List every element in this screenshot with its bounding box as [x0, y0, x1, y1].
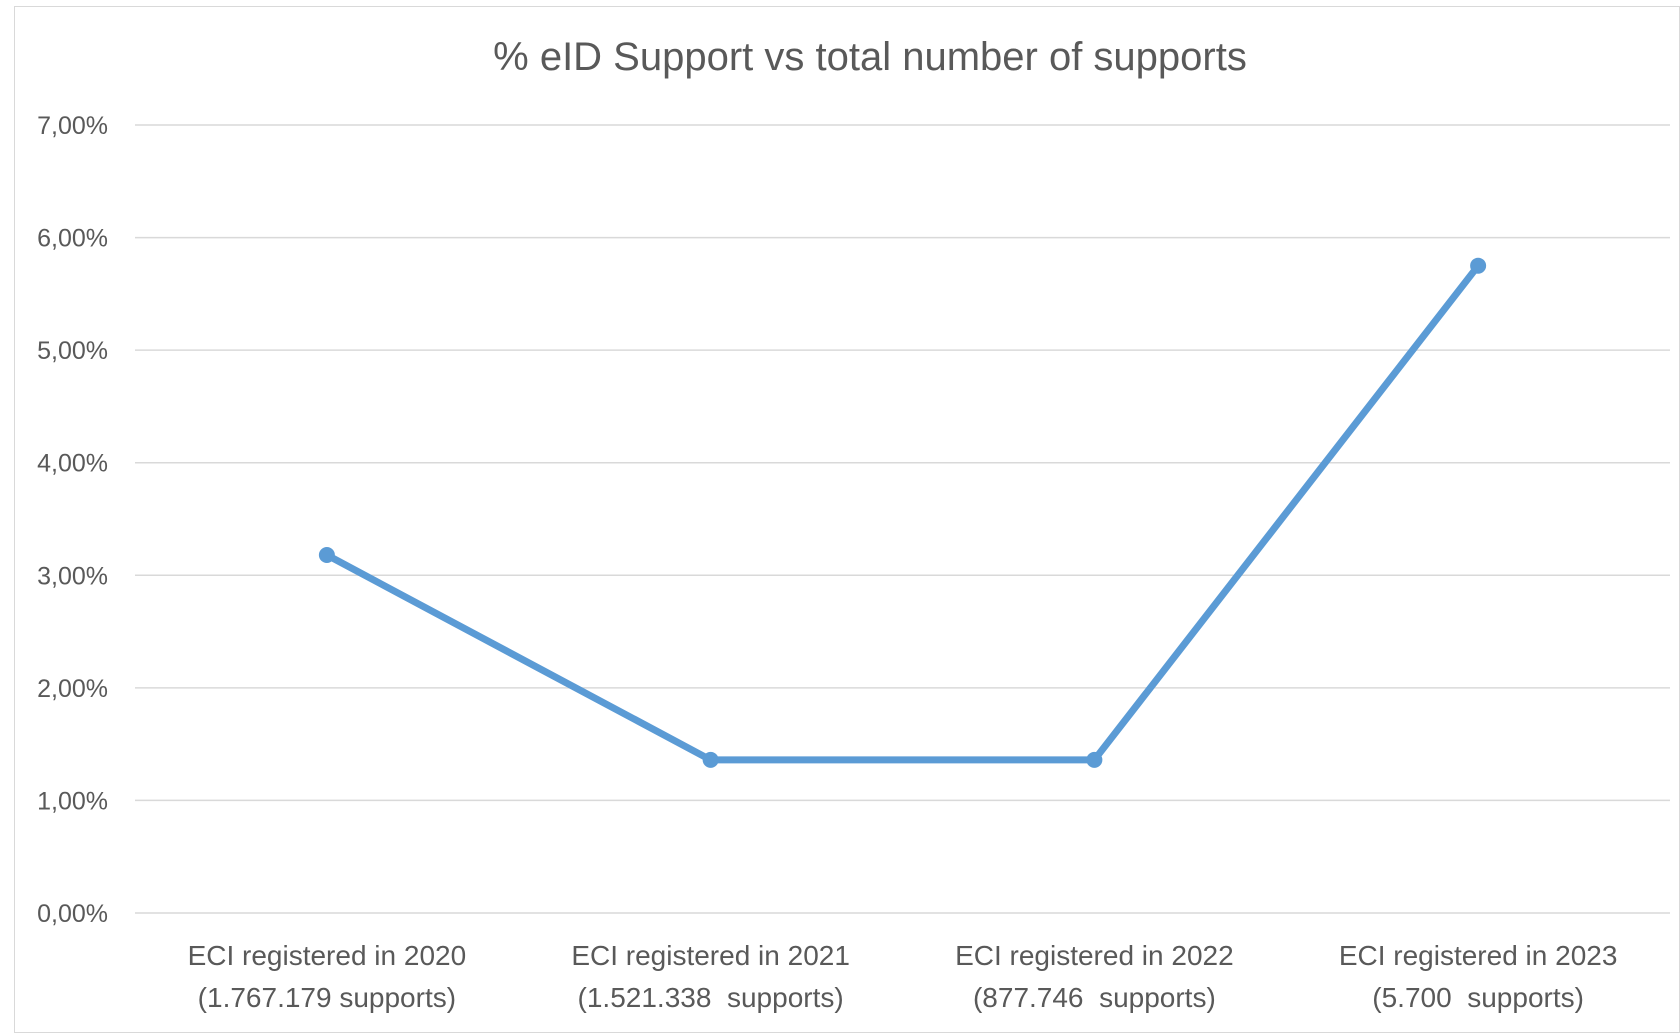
- series-line: [323, 262, 1482, 764]
- data-point: [702, 751, 719, 768]
- y-tick-label: 1,00%: [37, 787, 108, 815]
- x-category-label: (1.521.338 supports): [578, 982, 844, 1013]
- series-layer: [318, 257, 1487, 768]
- data-point: [318, 547, 335, 564]
- x-category-label: (5.700 supports): [1372, 982, 1584, 1013]
- x-category-label: ECI registered in 2020: [188, 940, 467, 971]
- y-tick-label: 6,00%: [37, 225, 108, 253]
- gridlines: [135, 124, 1670, 914]
- y-tick-label: 4,00%: [37, 450, 108, 478]
- x-category-label: (1.767.179 supports): [198, 982, 456, 1013]
- x-category-label: (877.746 supports): [973, 982, 1216, 1013]
- y-tick-label: 5,00%: [37, 337, 108, 365]
- y-tick-label: 2,00%: [37, 675, 108, 703]
- y-axis: 0,00% 1,00% 2,00% 3,00% 4,00% 5,00% 6,00% 7,00%: [37, 112, 108, 928]
- x-category-label: ECI registered in 2023: [1339, 940, 1618, 971]
- x-axis: ECI registered in 2020 (1.767.179 support…: [188, 940, 1618, 1013]
- y-tick-label: 3,00%: [37, 562, 108, 590]
- y-tick-label: 7,00%: [37, 112, 108, 140]
- chart-frame: [14, 6, 1680, 1033]
- chart-title: % eID Support vs total number of support…: [493, 35, 1247, 79]
- y-tick-label: 0,00%: [37, 900, 108, 928]
- data-point: [1086, 751, 1103, 768]
- x-category-label: ECI registered in 2021: [571, 940, 850, 971]
- x-category-label: ECI registered in 2022: [955, 940, 1234, 971]
- data-point: [1470, 257, 1487, 274]
